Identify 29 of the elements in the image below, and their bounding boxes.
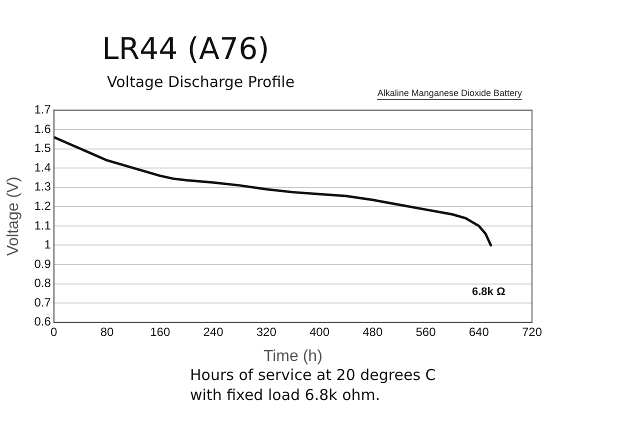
y-tick-label: 1.1 <box>34 218 52 232</box>
chart-subtitle: Voltage Discharge Profile <box>107 73 295 91</box>
x-tick-label: 560 <box>416 324 436 339</box>
text: Alkaline Manganese Dioxide Battery <box>377 88 522 100</box>
x-tick-label: 640 <box>468 324 490 339</box>
y-tick-label: 1 <box>44 238 52 252</box>
y-tick-label: 1.2 <box>34 198 52 213</box>
y-tick-label: 1.3 <box>34 180 52 194</box>
x-tick-label: 480 <box>362 324 383 339</box>
y-tick-label: 1.7 <box>34 102 52 117</box>
x-tick-label: 240 <box>203 324 224 339</box>
y-tick-label: 1.6 <box>34 122 52 136</box>
x-axis-title: Time (h) <box>263 348 322 365</box>
y-tick-label: 1.5 <box>34 141 52 156</box>
x-tick-label: 400 <box>309 324 330 339</box>
y-tick-label: 0.7 <box>34 295 52 310</box>
x-tick-label: 160 <box>150 324 170 339</box>
chart-title: LR44 (A76) <box>102 32 270 67</box>
annotation: 6.8k Ω <box>472 286 506 298</box>
y-axis-title: Voltage (V) <box>5 176 22 256</box>
x-tick-label: 320 <box>256 324 277 339</box>
x-tick-label: 720 <box>522 324 542 339</box>
x-tick-label: 80 <box>100 324 114 339</box>
y-tick-label: 0.8 <box>34 276 52 290</box>
y-tick-label: 0.6 <box>34 314 52 329</box>
text: Hours of service at 20 degrees C with fixed load 6.8k ohm. <box>190 365 436 405</box>
x-tick-label: 0 <box>50 324 58 339</box>
y-tick-label: 0.9 <box>34 256 52 271</box>
y-tick-label: 1.4 <box>34 160 52 174</box>
